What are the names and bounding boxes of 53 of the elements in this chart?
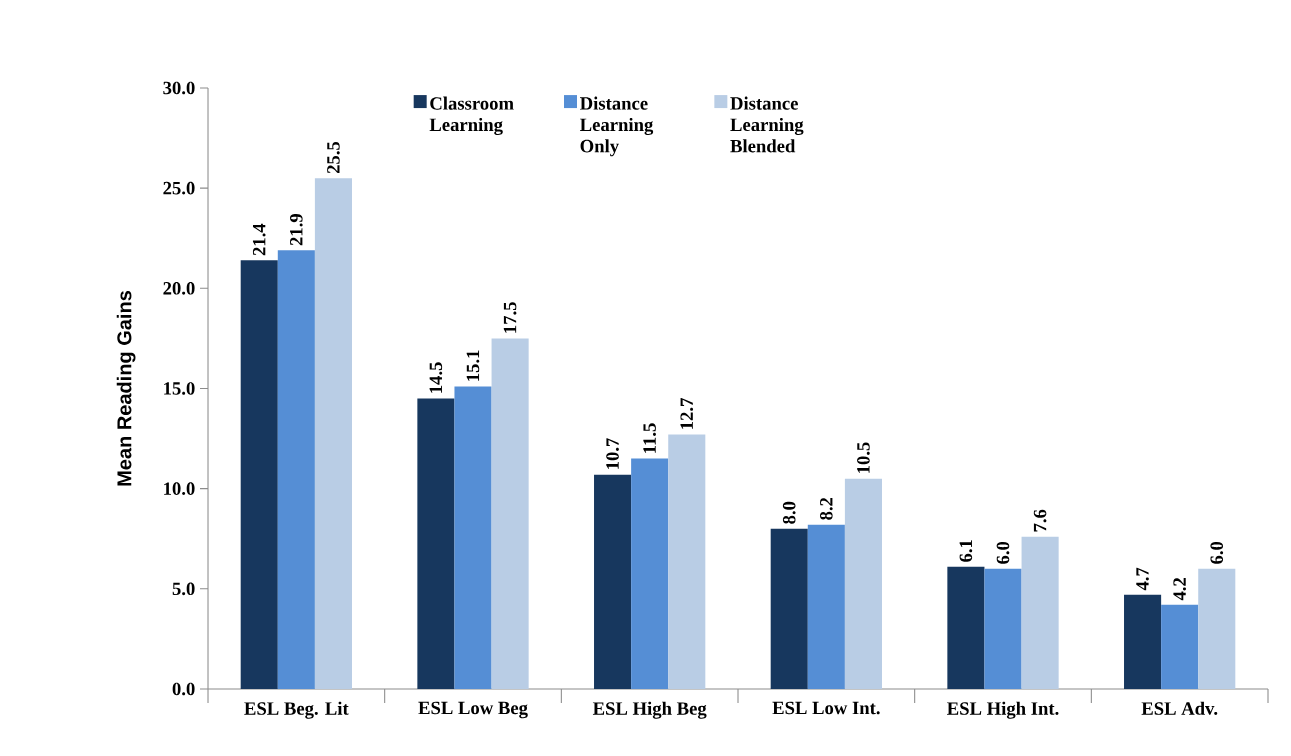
data-label: 8.2 [819,497,833,520]
bar [1021,536,1059,689]
y-tick-label: 10.0 [164,482,195,495]
bar [240,260,278,689]
bar [314,178,352,689]
x-tick-label: ESL Low Int. [772,701,880,715]
data-label: 10.7 [606,438,619,469]
y-tick-label: 15.0 [164,382,195,395]
legend-label: Classroom Learning [429,96,514,135]
data-label: 4.2 [1173,578,1186,601]
data-label: 12.7 [680,398,694,429]
data-label: 6.1 [959,540,973,562]
data-label: 25.5 [327,141,340,174]
y-tick-label: 0.0 [172,682,195,696]
y-tick-label: 30.0 [163,81,195,95]
bar [491,338,529,689]
data-label: 10.5 [857,442,870,473]
bar [947,566,985,689]
bar [807,524,845,689]
data-label: 7.6 [1033,509,1047,532]
y-tick-label: 5.0 [172,582,195,596]
bar [770,528,808,689]
bar [417,398,455,689]
data-label: 15.1 [466,350,480,381]
x-tick-label: ESL High Beg [592,701,707,719]
data-label: 14.5 [429,362,443,393]
bar [844,478,882,689]
data-label: 6.0 [1210,541,1224,564]
data-label: 21.9 [290,214,303,246]
data-label: 4.7 [1136,567,1149,591]
bar [454,386,492,689]
legend-label: Distance Learning Only [579,96,654,157]
legend-label: Distance Learning Blended [730,96,804,153]
x-tick-label: ESL Beg. Lit [244,701,349,719]
x-tick-label: ESL Low Beg [418,701,528,719]
bar [277,250,315,689]
y-axis-title: Mean Reading Gains [116,290,136,486]
data-label: 8.0 [782,501,796,524]
bar [631,458,669,689]
bar [1124,594,1162,689]
bar [984,568,1022,689]
bar [668,434,706,689]
y-tick-label: 20.0 [163,281,195,295]
bar [1198,568,1236,689]
data-label: 17.5 [503,302,517,333]
data-label: 11.5 [643,423,656,453]
x-tick-label: ESL High Int. [947,701,1059,719]
x-tick-label: ESL Adv. [1141,701,1218,715]
y-tick-label: 25.0 [163,181,195,195]
bar [594,474,632,689]
bar [1161,604,1199,689]
data-label: 6.0 [996,541,1010,564]
data-label: 21.4 [252,223,266,256]
